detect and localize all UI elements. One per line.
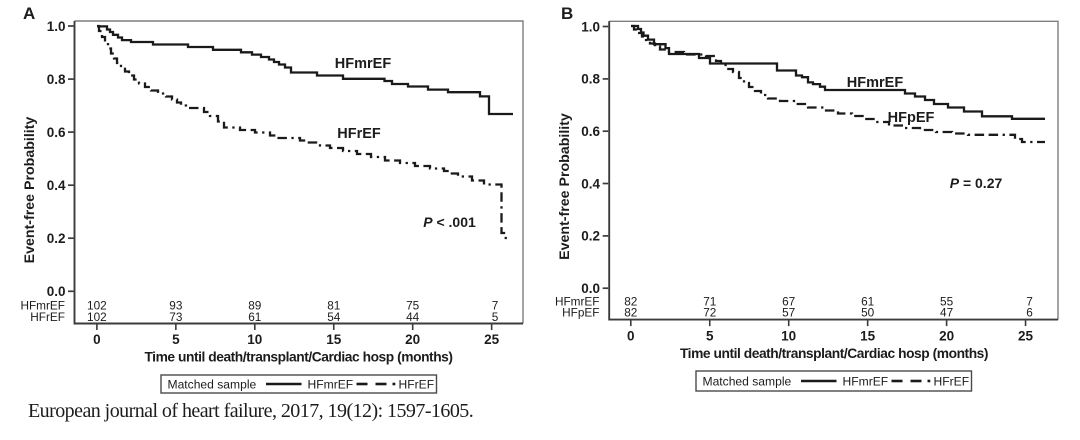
svg-text:0.2: 0.2 [581,229,600,244]
svg-text:6: 6 [1026,306,1033,320]
svg-text:Matched sample: Matched sample [703,374,792,388]
svg-text:Matched sample: Matched sample [168,377,257,391]
svg-text:67: 67 [782,295,795,309]
svg-text:HFmrEF: HFmrEF [335,56,392,72]
svg-text:5: 5 [492,310,499,324]
svg-text:P < .001: P < .001 [423,214,476,230]
svg-text:10: 10 [247,332,262,347]
svg-text:55: 55 [940,295,954,309]
svg-text:0.6: 0.6 [581,124,600,139]
svg-text:82: 82 [624,295,637,309]
svg-text:25: 25 [484,332,500,347]
svg-text:0.4: 0.4 [47,178,66,193]
svg-text:0.8: 0.8 [47,72,66,87]
svg-text:Time until death/transplant/Ca: Time until death/transplant/Cardiac hosp… [144,350,452,365]
svg-text:Event-free Probability: Event-free Probability [22,117,38,264]
svg-text:44: 44 [406,310,420,324]
svg-text:61: 61 [248,310,261,324]
svg-text:HFpEF: HFpEF [888,110,935,126]
svg-text:47: 47 [940,306,953,320]
svg-text:P = 0.27: P = 0.27 [950,175,1003,191]
svg-text:72: 72 [703,306,716,320]
svg-text:Event-free Probability: Event-free Probability [557,113,573,260]
svg-text:20: 20 [405,332,420,347]
svg-text:0.2: 0.2 [47,231,66,246]
svg-text:0: 0 [627,328,635,343]
svg-text:Time until death/transplant/Ca: Time until death/transplant/Cardiac hosp… [680,346,988,361]
svg-text:1.0: 1.0 [47,19,66,34]
svg-text:HFrEF: HFrEF [337,126,381,142]
svg-text:89: 89 [248,299,261,313]
svg-text:81: 81 [327,299,340,313]
svg-text:15: 15 [860,328,876,343]
svg-text:HFrEF: HFrEF [30,310,65,324]
svg-text:25: 25 [1018,328,1034,343]
svg-text:HFmrEF: HFmrEF [843,374,889,388]
svg-text:HFmrEF: HFmrEF [308,377,354,391]
svg-text:5: 5 [172,332,180,347]
svg-text:HFmrEF: HFmrEF [20,299,65,313]
svg-text:73: 73 [169,310,183,324]
svg-text:0.8: 0.8 [581,72,600,87]
svg-text:54: 54 [327,310,341,324]
svg-text:50: 50 [861,306,875,320]
svg-text:0: 0 [93,332,101,347]
svg-text:7: 7 [492,299,499,313]
svg-text:61: 61 [861,295,874,309]
svg-text:HFmrEF: HFmrEF [847,75,904,91]
svg-text:5: 5 [706,328,714,343]
svg-text:20: 20 [939,328,954,343]
svg-text:0.4: 0.4 [581,176,600,191]
svg-text:HFrEF: HFrEF [399,377,435,391]
svg-text:A: A [23,4,35,23]
svg-text:0.6: 0.6 [47,125,66,140]
svg-text:HFrEF: HFrEF [934,374,970,388]
svg-text:75: 75 [406,299,420,313]
svg-text:102: 102 [87,299,107,313]
svg-text:0.0: 0.0 [47,284,66,299]
svg-text:57: 57 [782,306,795,320]
svg-text:15: 15 [326,332,342,347]
svg-text:102: 102 [87,310,107,324]
svg-text:71: 71 [703,295,716,309]
svg-text:82: 82 [624,306,637,320]
svg-text:B: B [561,4,573,23]
svg-text:HFmrEF: HFmrEF [555,295,600,309]
svg-text:7: 7 [1026,295,1033,309]
svg-text:HFpEF: HFpEF [562,306,599,320]
svg-text:0.0: 0.0 [581,281,600,296]
svg-text:93: 93 [169,299,183,313]
svg-text:European journal of heart fail: European journal of heart failure, 2017,… [28,400,473,422]
svg-text:10: 10 [781,328,796,343]
svg-text:1.0: 1.0 [581,19,600,34]
